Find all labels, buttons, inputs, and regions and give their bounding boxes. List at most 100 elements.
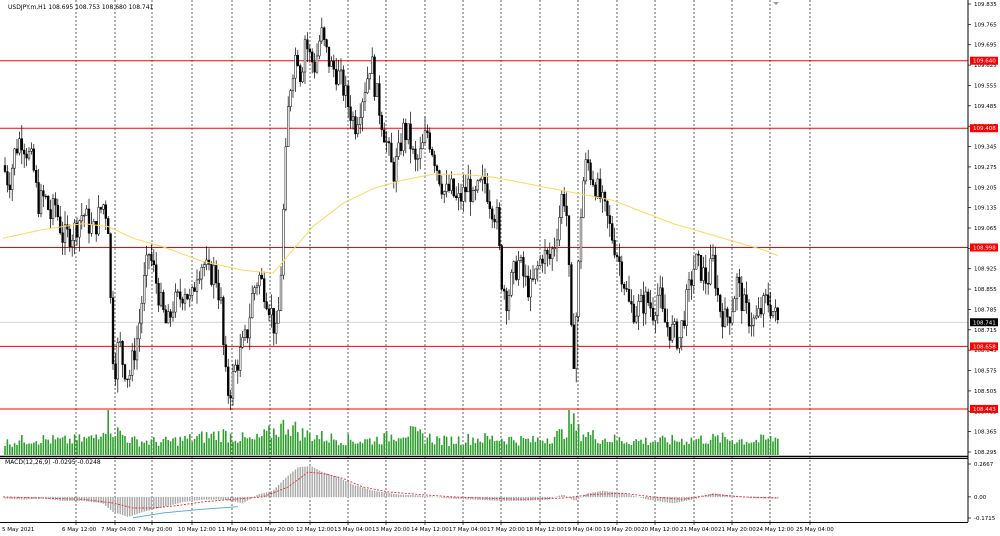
volume-bar [405,437,407,455]
candle-body [695,253,698,270]
volume-bar [568,410,570,455]
candle-body [671,324,674,341]
volume-bar [681,438,683,455]
candlesticks[interactable] [3,17,779,411]
volume-bar [700,435,702,455]
candle-body [678,337,681,349]
candle-body [399,142,403,151]
level-price-tag [970,404,998,413]
macd-histogram-bar [450,496,453,499]
macd-histogram-bar [640,496,642,498]
volume-bar [196,436,198,455]
candle-body [541,258,544,264]
candle-body [375,83,379,97]
macd-histogram-bar [532,496,534,501]
volume-bar [541,440,544,455]
volume-bar [690,437,693,455]
candle-body [392,161,395,182]
volume-bar [155,441,157,455]
macd-histogram-bar [210,496,213,500]
volume-bar [54,439,57,455]
macd-histogram-bar [6,496,9,499]
volume-bar [745,441,748,455]
macd-histogram-bar [633,495,635,498]
candle-body [291,77,295,91]
candle-body [618,256,621,262]
volume-bar [678,441,681,455]
volume-bar [707,443,709,455]
macd-histogram-bar [335,476,337,498]
candle-body [251,293,254,319]
candle-body [114,363,117,380]
volume-bar [383,433,385,455]
macd-histogram-bar [762,496,765,499]
macd-histogram-bar [645,496,647,500]
volume-bar [321,431,323,455]
volume-bar [486,435,489,455]
volume-bar [441,445,443,455]
volume-bar [549,443,551,455]
macd-histogram-bar [18,496,21,500]
time-tick-label: 11 May 04:00 [218,527,256,533]
chart-shift-triangle-icon[interactable] [773,2,779,5]
time-axis[interactable]: 5 May 2021 6 May 12:00 7 May 04:00 7 May 20… [2,522,834,533]
candle-body [769,304,772,317]
volume-bar [40,443,42,455]
volume-bar [71,443,73,455]
volume-bar [337,445,340,455]
volume-bar [753,442,755,455]
volume-bar [777,438,779,455]
macd-histogram-bar [160,496,162,508]
chart-shift-marker[interactable] [773,2,779,5]
volume-bar [210,433,213,455]
macd-histogram-bar [573,496,575,501]
macd-histogram-bar [565,496,568,498]
candle-body [378,83,381,116]
candle-body [524,275,527,278]
volume-bar [349,439,352,455]
macd-histogram-bar [493,496,496,501]
candle-body [332,60,335,70]
volume-bar [676,441,678,455]
candle-body [301,71,304,82]
candle-body [757,308,760,317]
volume-bar [213,431,215,455]
candle-body [435,165,439,171]
candle-body [359,117,362,125]
candle-body [728,316,731,324]
candle-body [219,297,223,301]
volume-bar [35,441,37,455]
candle-body [639,294,643,302]
macd-histogram-bar [522,496,525,501]
macd-histogram-bar [582,495,585,498]
candle-body [491,208,494,220]
macd-histogram-bar [477,496,479,500]
macd-histogram-bar [265,492,268,498]
macd-histogram-bar [748,496,750,498]
candle-body [577,260,580,317]
macd-histogram-bar [563,495,565,498]
candle-body [587,159,590,164]
macd-histogram-bar [417,495,419,498]
volume-bar [621,441,623,455]
macd-histogram-bar [131,496,133,516]
candle-body [258,274,261,287]
price-tick-label: 109.345 [974,145,997,151]
volume-bar [589,435,592,455]
volume-bar [253,439,256,455]
candle-body [423,130,427,143]
candle-body [642,294,645,314]
macd-histogram-bar [306,466,309,498]
volume-bar [232,441,234,455]
candle-body [752,317,755,326]
volume-bar [237,442,239,455]
candle-body [402,122,405,151]
macd-histogram-bar [129,496,131,517]
price-tick-label: 108.505 [974,389,997,395]
volume-bar [469,445,472,455]
volume-bar [606,441,609,455]
volume-bar [424,443,426,455]
candle-body [565,205,568,216]
volume-bar [93,437,95,455]
macd-histogram-bar [515,496,517,501]
